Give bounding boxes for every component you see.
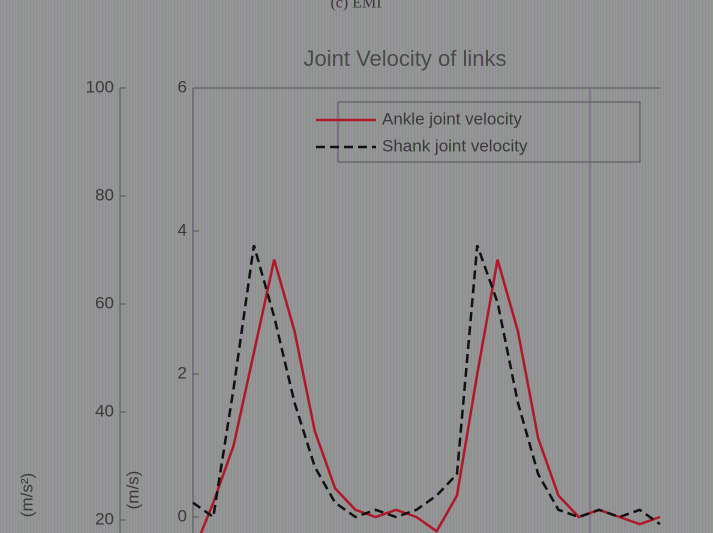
y-tick-label: 2 (178, 363, 187, 382)
y2-tick-label: 100 (86, 77, 114, 96)
y2-axis-label: (m/s²) (17, 473, 36, 517)
legend-box (337, 101, 641, 163)
chart-title: Joint Velocity of links (304, 46, 507, 71)
y2-tick-label: 80 (95, 185, 114, 204)
y2-tick-label: 60 (95, 293, 114, 312)
legend-label: Ankle joint velocity (382, 109, 522, 128)
y2-tick-label: 40 (95, 401, 114, 420)
legend-label: Shank joint velocity (382, 136, 528, 155)
y-axis-label: (m/s) (123, 471, 142, 510)
y2-tick-label: 20 (95, 509, 114, 528)
series-line (192, 244, 661, 526)
caption: (c) EMI (330, 0, 381, 12)
y-tick-label: 0 (178, 506, 187, 525)
y-tick-label: 6 (178, 77, 187, 96)
y-tick-label: 4 (178, 220, 187, 239)
